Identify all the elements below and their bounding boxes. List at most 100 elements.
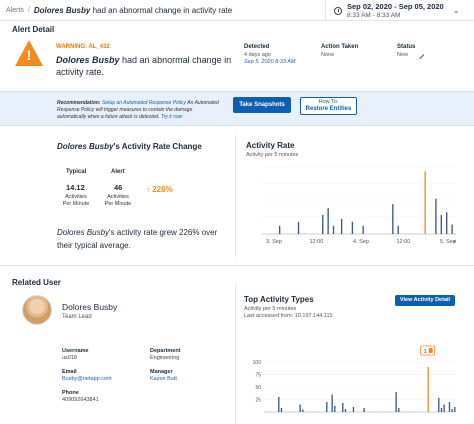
phone-label: Phone (62, 390, 79, 396)
bar[interactable] (435, 198, 437, 234)
username-value: us018 (62, 355, 77, 361)
bar[interactable] (451, 224, 453, 234)
breadcrumb-separator: / (27, 6, 30, 14)
bar[interactable] (443, 404, 445, 413)
action-taken-value: None (321, 52, 335, 58)
related-user-label: Related User (12, 278, 61, 287)
bar[interactable] (278, 397, 280, 412)
view-activity-detail-button[interactable]: View Activity Detail (395, 295, 455, 306)
y-tick-label: 25 (255, 398, 261, 404)
bar[interactable] (297, 221, 300, 234)
department-label: Department (150, 348, 181, 354)
bar[interactable] (332, 225, 335, 234)
x-tick-label: 12:00 (397, 239, 411, 245)
top-activity-chart[interactable]: 100 75 50 25 1 (244, 342, 464, 422)
bar[interactable] (424, 171, 426, 234)
bar[interactable] (342, 403, 344, 412)
bar[interactable] (438, 398, 440, 412)
detected-label: Detected (244, 44, 270, 50)
email-label: Email (62, 369, 77, 375)
bar[interactable] (397, 225, 399, 234)
user-name[interactable]: Dolores Busby (62, 302, 118, 312)
bar[interactable] (334, 406, 336, 412)
bar[interactable] (280, 408, 283, 412)
bar[interactable] (299, 404, 301, 413)
status-value[interactable]: New (397, 52, 409, 58)
alert-value: 46 (114, 183, 123, 192)
activity-change-user[interactable]: Dolores Busby (57, 142, 114, 151)
summary-rest: 's activity rate grew 226% over their ty… (57, 228, 218, 250)
bar[interactable] (440, 214, 442, 234)
breadcrumb-alerts[interactable]: Alerts (6, 6, 24, 14)
y-tick-label: 100 (253, 360, 262, 366)
typical-value: 14.12 (66, 183, 85, 192)
bar[interactable] (326, 402, 328, 412)
bar[interactable] (392, 204, 394, 234)
bar[interactable] (427, 367, 429, 412)
activity-change-title-rest: 's Activity Rate Change (113, 142, 202, 151)
recommendation-text: Recommendation: Setup an Automated Respo… (57, 100, 222, 121)
y-tick-label: 50 (255, 385, 261, 391)
bar[interactable] (302, 409, 304, 413)
divider-vertical (235, 135, 236, 257)
bar[interactable] (340, 219, 343, 234)
alert-marker-icon (428, 348, 433, 353)
bar[interactable] (363, 408, 365, 412)
bar[interactable] (351, 221, 354, 234)
exclamation-icon: ! (26, 47, 32, 63)
chevron-down-icon[interactable]: ⌄ (452, 6, 460, 15)
manager-link[interactable]: Kazon Butt (150, 376, 177, 382)
change-percent: ↑ 226% (146, 185, 173, 194)
avatar[interactable] (22, 295, 52, 325)
alert-title-user[interactable]: Dolores Busby (56, 55, 120, 65)
department-value: Engineering (150, 355, 180, 361)
alert-title-rest: had an abnormal change in activity rate. (56, 55, 232, 77)
date-range-picker[interactable]: Sep 02, 2020 - Sep 05, 2020 8:33 AM - 8:… (325, 0, 474, 21)
x-tick-label: 3. Sep (266, 239, 282, 245)
user-role: Team Lead (62, 314, 92, 320)
restore-entities-button[interactable]: How To: Restore Entities (300, 97, 357, 115)
bar[interactable] (398, 408, 400, 412)
bar[interactable] (344, 409, 347, 412)
page-title-user[interactable]: Dolores Busby (33, 5, 91, 15)
edit-pencil-icon[interactable] (415, 50, 425, 60)
top-bar: Alerts / Dolores Busby had an abnormal c… (0, 0, 474, 21)
bar[interactable] (327, 208, 329, 234)
try-it-now-link[interactable]: Try it now (160, 114, 183, 120)
bar[interactable] (322, 214, 324, 234)
warning-triangle-icon (15, 40, 43, 66)
bar[interactable] (454, 407, 456, 412)
typical-unit: Activities Per Minute (56, 194, 96, 208)
last-accessed: Last accessed from: 10.197.144.115 (244, 313, 333, 319)
bar[interactable] (362, 225, 364, 234)
top-activity-subtitle: Activity per 5 minutes (244, 306, 297, 312)
alert-unit: Activities Per Minute (98, 194, 138, 208)
chart-nav-icon[interactable]: ● (453, 239, 457, 245)
setup-policy-link[interactable]: Setup an Automated Response Policy (102, 100, 187, 106)
bar[interactable] (352, 407, 355, 412)
top-activity-title: Top Activity Types (244, 295, 314, 304)
summary-user[interactable]: Dolores Busby (57, 228, 110, 237)
status-label: Status (397, 44, 416, 50)
page-title: Dolores Busby had an abnormal change in … (34, 6, 232, 15)
activity-change-summary: Dolores Busby's activity rate grew 226% … (57, 226, 235, 252)
activity-rate-subtitle: Activity per 5 minutes (246, 152, 299, 158)
bar[interactable] (395, 392, 397, 412)
bar[interactable] (331, 394, 333, 413)
restore-howto: How To: (318, 99, 339, 105)
email-link[interactable]: Busby@netapp.com (62, 376, 112, 382)
activity-rate-title: Activity Rate (246, 141, 295, 150)
phone-value: 409092643841 (62, 397, 99, 403)
bar[interactable] (278, 225, 281, 234)
y-tick-label: 75 (255, 373, 261, 379)
alert-title: Dolores Busby had an abnormal change in … (56, 54, 234, 78)
bar[interactable] (448, 402, 451, 412)
recommendation-body: An Automated Response Policy will trigge… (57, 100, 219, 120)
activity-rate-chart[interactable]: 3. Sep 12:00 4. Sep 12:00 5. Sep● (244, 160, 464, 250)
warning-label: WARNING: AL_432 (56, 44, 110, 50)
bar[interactable] (440, 408, 443, 412)
bar[interactable] (446, 212, 448, 234)
alert-unit-2: Per Minute (104, 201, 132, 207)
bar[interactable] (451, 409, 453, 412)
take-snapshots-button[interactable]: Take Snapshots (233, 97, 291, 113)
